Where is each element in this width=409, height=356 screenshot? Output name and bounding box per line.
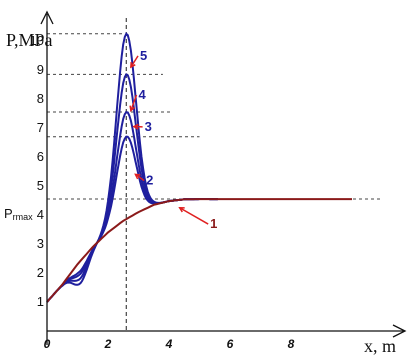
y-tick-label: 3 [37, 236, 44, 251]
curve-labels: 1 2 3 4 5 [129, 48, 217, 231]
y-tick-label: 4 [37, 207, 44, 222]
curve-label: 1 [210, 216, 217, 231]
x-tick-label: 6 [227, 337, 234, 351]
x-tick-label: 2 [104, 337, 112, 351]
curve-pointer-head [132, 123, 139, 130]
y-tick-label: 5 [37, 178, 44, 193]
curve-label: 4 [139, 87, 147, 102]
reference-lines [47, 18, 383, 331]
curve-label: 3 [145, 119, 152, 134]
curve-label: 2 [146, 173, 153, 188]
curve-label: 5 [140, 48, 147, 63]
y-axis-title: P,MPa [6, 30, 53, 50]
curve-pointer-head [129, 105, 136, 113]
y-tick-label: 7 [37, 120, 44, 135]
y-axis-arrow-icon [40, 10, 54, 25]
x-axis-title: x, m [364, 336, 396, 356]
x-tick-label: 4 [165, 337, 173, 351]
y-tick-label: 10 [30, 33, 44, 48]
prmax-label: Prmax [4, 206, 33, 222]
curve-1 [46, 198, 352, 303]
x-axis-arrow-icon [392, 324, 407, 338]
y-tick-label: 6 [37, 149, 44, 164]
x-tick-label: 8 [288, 337, 295, 351]
curve-pointer-arrow [130, 55, 139, 68]
tick-labels: 1 2 3 4 5 6 7 8 9 10 0 2 4 6 8 [30, 33, 295, 351]
curve-pointer-head [130, 62, 136, 69]
x-tick-label: 0 [44, 337, 51, 351]
curve-pointer-head [178, 206, 185, 213]
curves [46, 32, 352, 303]
curve-pointer-head [134, 173, 141, 180]
y-tick-label: 8 [37, 91, 44, 106]
y-tick-label: 9 [37, 62, 44, 77]
curve-pointer-arrow [135, 173, 145, 182]
curve-pointer-arrow [130, 94, 138, 111]
curve-3 [46, 110, 218, 303]
curve-pointer-arrow [179, 207, 209, 225]
y-tick-label: 2 [37, 265, 44, 280]
y-tick-label: 1 [37, 294, 44, 309]
axes: P,MPa x, m Prmax [4, 10, 407, 356]
